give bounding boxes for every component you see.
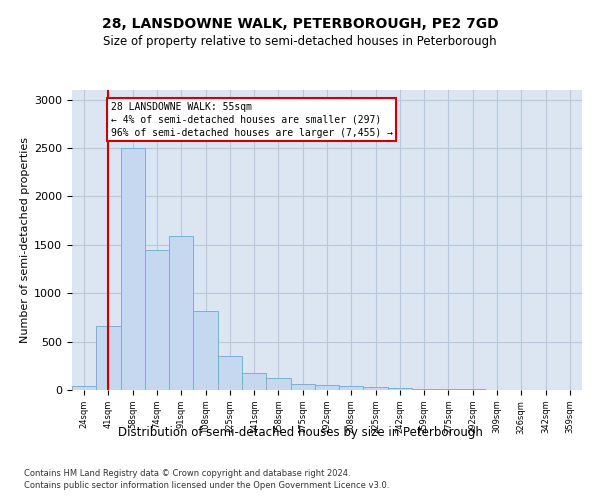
Bar bbox=[266, 378, 290, 390]
Text: 28 LANSDOWNE WALK: 55sqm
← 4% of semi-detached houses are smaller (297)
96% of s: 28 LANSDOWNE WALK: 55sqm ← 4% of semi-de… bbox=[111, 102, 393, 138]
Bar bbox=[436, 389, 461, 390]
Bar bbox=[364, 387, 388, 390]
Bar bbox=[461, 389, 485, 390]
Text: 28, LANSDOWNE WALK, PETERBOROUGH, PE2 7GD: 28, LANSDOWNE WALK, PETERBOROUGH, PE2 7G… bbox=[101, 18, 499, 32]
Text: Contains HM Land Registry data © Crown copyright and database right 2024.: Contains HM Land Registry data © Crown c… bbox=[24, 468, 350, 477]
Text: Size of property relative to semi-detached houses in Peterborough: Size of property relative to semi-detach… bbox=[103, 35, 497, 48]
Bar bbox=[145, 250, 169, 390]
Bar bbox=[169, 236, 193, 390]
Text: Distribution of semi-detached houses by size in Peterborough: Distribution of semi-detached houses by … bbox=[118, 426, 482, 439]
Bar bbox=[193, 310, 218, 390]
Bar bbox=[339, 386, 364, 390]
Text: Contains public sector information licensed under the Open Government Licence v3: Contains public sector information licen… bbox=[24, 481, 389, 490]
Bar bbox=[96, 326, 121, 390]
Bar bbox=[315, 384, 339, 390]
Bar bbox=[290, 384, 315, 390]
Bar bbox=[72, 386, 96, 390]
Bar bbox=[121, 148, 145, 390]
Bar bbox=[242, 373, 266, 390]
Bar bbox=[388, 388, 412, 390]
Bar bbox=[218, 356, 242, 390]
Y-axis label: Number of semi-detached properties: Number of semi-detached properties bbox=[20, 137, 30, 343]
Bar bbox=[412, 388, 436, 390]
